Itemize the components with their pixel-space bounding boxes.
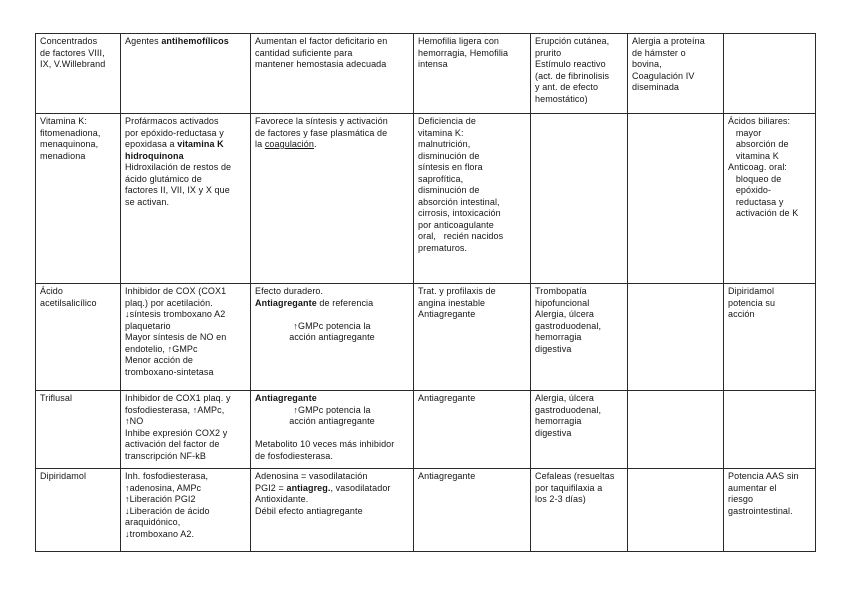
cell-text: ↑GMPc potencia la acción antiagregante bbox=[289, 404, 375, 427]
cell-text: antihemofílicos bbox=[161, 36, 229, 46]
cell-efecto-r5: Adenosina = vasodilatación PGI2 = antiag… bbox=[250, 468, 414, 552]
cell-mecanismo-r4: Inhibidor de COX1 plaq. y fosfodiesteras… bbox=[120, 390, 251, 469]
cell-interacciones-r1 bbox=[723, 33, 816, 114]
cell-text: Ácido acetilsalicílico bbox=[40, 286, 97, 308]
table-body: Concentrados de factores VIII, IX, V.Wil… bbox=[35, 33, 816, 552]
cell-text: Vitamina K: fitomenadiona, menaquinona, … bbox=[40, 116, 101, 161]
cell-text: Metabolito 10 veces más inhibidor de fos… bbox=[255, 439, 395, 461]
cell-interacciones-r4 bbox=[723, 390, 816, 469]
cell-efectos-adversos-2-r3 bbox=[627, 283, 724, 391]
cell-text: Concentrados de factores VIII, IX, V.Wil… bbox=[40, 36, 106, 69]
cell-interacciones-r3: Dipiridamol potencia su acción bbox=[723, 283, 816, 391]
cell-text: Alergia a proteína de hámster o bovina, … bbox=[632, 36, 705, 92]
cell-efectos-adversos-r1: Erupción cutánea, prurito Estímulo react… bbox=[530, 33, 628, 114]
cell-text: Trombopatía hipofuncional Alergia, úlcer… bbox=[535, 286, 602, 354]
cell-efectos-adversos-r2 bbox=[530, 113, 628, 284]
cell-text: Cefaleas (resueltas por taquifilaxia a l… bbox=[535, 471, 615, 504]
cell-text: de referencia bbox=[316, 297, 374, 308]
cell-text: , vasodilatador Antioxidante. Débil efec… bbox=[255, 482, 391, 516]
cell-efectos-adversos-2-r5 bbox=[627, 468, 724, 552]
cell-interacciones-r5: Potencia AAS sin aumentar el riesgo gast… bbox=[723, 468, 816, 552]
cell-efecto-r4: Antiagregante ↑GMPc potencia la acción an… bbox=[250, 390, 414, 469]
cell-text: coagulación bbox=[264, 139, 314, 149]
cell-text: Alergia, úlcera gastroduodenal, hemorrag… bbox=[535, 393, 602, 438]
cell-text: Dipiridamol bbox=[40, 471, 87, 481]
cell-efectos-adversos-2-r1: Alergia a proteína de hámster o bovina, … bbox=[627, 33, 724, 114]
table-row-5: Dipiridamol Inh. fosfodiesterasa, ↑adenos… bbox=[35, 468, 816, 552]
cell-mecanismo-r2: Profármacos activados por epóxido-reduct… bbox=[120, 113, 251, 284]
cell-farmaco-r5: Dipiridamol bbox=[35, 468, 121, 552]
cell-text: ↑GMPc potencia la acción antiagregante bbox=[289, 320, 375, 343]
cell-text: Adenosina = vasodilatación PGI2 = bbox=[255, 471, 368, 493]
cell-text: antiagreg. bbox=[286, 482, 331, 493]
cell-text: Dipiridamol potencia su acción bbox=[728, 286, 776, 319]
cell-text: Profármacos activados por epóxido-reduct… bbox=[125, 116, 224, 149]
cell-text: Efecto duradero. bbox=[255, 286, 324, 296]
cell-text: Triflusal bbox=[40, 393, 73, 403]
cell-efecto-r2: Favorece la síntesis y activación de fac… bbox=[250, 113, 414, 284]
cell-mecanismo-r1: Agentes antihemofílicos bbox=[120, 33, 251, 114]
cell-text: . bbox=[313, 139, 317, 149]
cell-mecanismo-r3: Inhibidor de COX (COX1 plaq.) por acetil… bbox=[120, 283, 251, 391]
table-row-1: Concentrados de factores VIII, IX, V.Wil… bbox=[35, 33, 816, 114]
cell-text: Favorece la síntesis y activación de fac… bbox=[255, 116, 388, 149]
cell-indicaciones-r4: Antiagregante bbox=[413, 390, 531, 469]
cell-text: Agentes bbox=[125, 36, 162, 46]
cell-text: Hidroxilación de restos de ácido glutámi… bbox=[125, 162, 232, 207]
cell-efectos-adversos-r4: Alergia, úlcera gastroduodenal, hemorrag… bbox=[530, 390, 628, 469]
cell-text: Inh. fosfodiesterasa, ↑adenosina, AMPc ↑… bbox=[125, 471, 210, 539]
cell-text: Antiagregante bbox=[255, 393, 317, 403]
cell-text: Hemofilia ligera con hemorragia, Hemofil… bbox=[418, 36, 509, 69]
cell-efectos-adversos-r5: Cefaleas (resueltas por taquifilaxia a l… bbox=[530, 468, 628, 552]
cell-efectos-adversos-2-r2 bbox=[627, 113, 724, 284]
cell-mecanismo-r5: Inh. fosfodiesterasa, ↑adenosina, AMPc ↑… bbox=[120, 468, 251, 552]
cell-farmaco-r1: Concentrados de factores VIII, IX, V.Wil… bbox=[35, 33, 121, 114]
drug-table: Concentrados de factores VIII, IX, V.Wil… bbox=[35, 33, 816, 552]
cell-text: Aumentan el factor deficitario en cantid… bbox=[255, 36, 388, 69]
cell-text: Erupción cutánea, prurito Estímulo react… bbox=[535, 36, 610, 104]
cell-efectos-adversos-2-r4 bbox=[627, 390, 724, 469]
cell-efectos-adversos-r3: Trombopatía hipofuncional Alergia, úlcer… bbox=[530, 283, 628, 391]
cell-indicaciones-r3: Trat. y profilaxis de angina inestable A… bbox=[413, 283, 531, 391]
cell-farmaco-r2: Vitamina K: fitomenadiona, menaquinona, … bbox=[35, 113, 121, 284]
table-row-3: Ácido acetilsalicílico Inhibidor de COX (… bbox=[35, 283, 816, 391]
cell-indicaciones-r2: Deficiencia de vitamina K: malnutrición,… bbox=[413, 113, 531, 284]
cell-indicaciones-r1: Hemofilia ligera con hemorragia, Hemofil… bbox=[413, 33, 531, 114]
cell-interacciones-r2: Ácidos biliares: mayor absorción de vita… bbox=[723, 113, 816, 284]
cell-text: Antiagregante bbox=[418, 471, 476, 481]
cell-text: Ácidos biliares: mayor absorción de vita… bbox=[728, 116, 799, 218]
cell-farmaco-r4: Triflusal bbox=[35, 390, 121, 469]
cell-text: Trat. y profilaxis de angina inestable A… bbox=[418, 286, 496, 319]
cell-text: vitamina K hidroquinona bbox=[125, 139, 224, 161]
cell-efecto-r1: Aumentan el factor deficitario en cantid… bbox=[250, 33, 414, 114]
cell-text: Antiagregante bbox=[255, 297, 317, 308]
cell-text: Antiagregante bbox=[418, 393, 476, 403]
cell-text: Potencia AAS sin aumentar el riesgo gast… bbox=[728, 471, 799, 516]
cell-efecto-r3: Efecto duradero. Antiagregante de refere… bbox=[250, 283, 414, 391]
table-row-4: Triflusal Inhibidor de COX1 plaq. y fosfo… bbox=[35, 390, 816, 469]
cell-farmaco-r3: Ácido acetilsalicílico bbox=[35, 283, 121, 391]
table-row-2: Vitamina K: fitomenadiona, menaquinona, … bbox=[35, 113, 816, 284]
cell-indicaciones-r5: Antiagregante bbox=[413, 468, 531, 552]
cell-text: Inhibidor de COX (COX1 plaq.) por acetil… bbox=[125, 286, 227, 377]
cell-text: Inhibidor de COX1 plaq. y fosfodiesteras… bbox=[125, 393, 231, 461]
cell-text: Deficiencia de vitamina K: malnutrición,… bbox=[418, 116, 504, 253]
